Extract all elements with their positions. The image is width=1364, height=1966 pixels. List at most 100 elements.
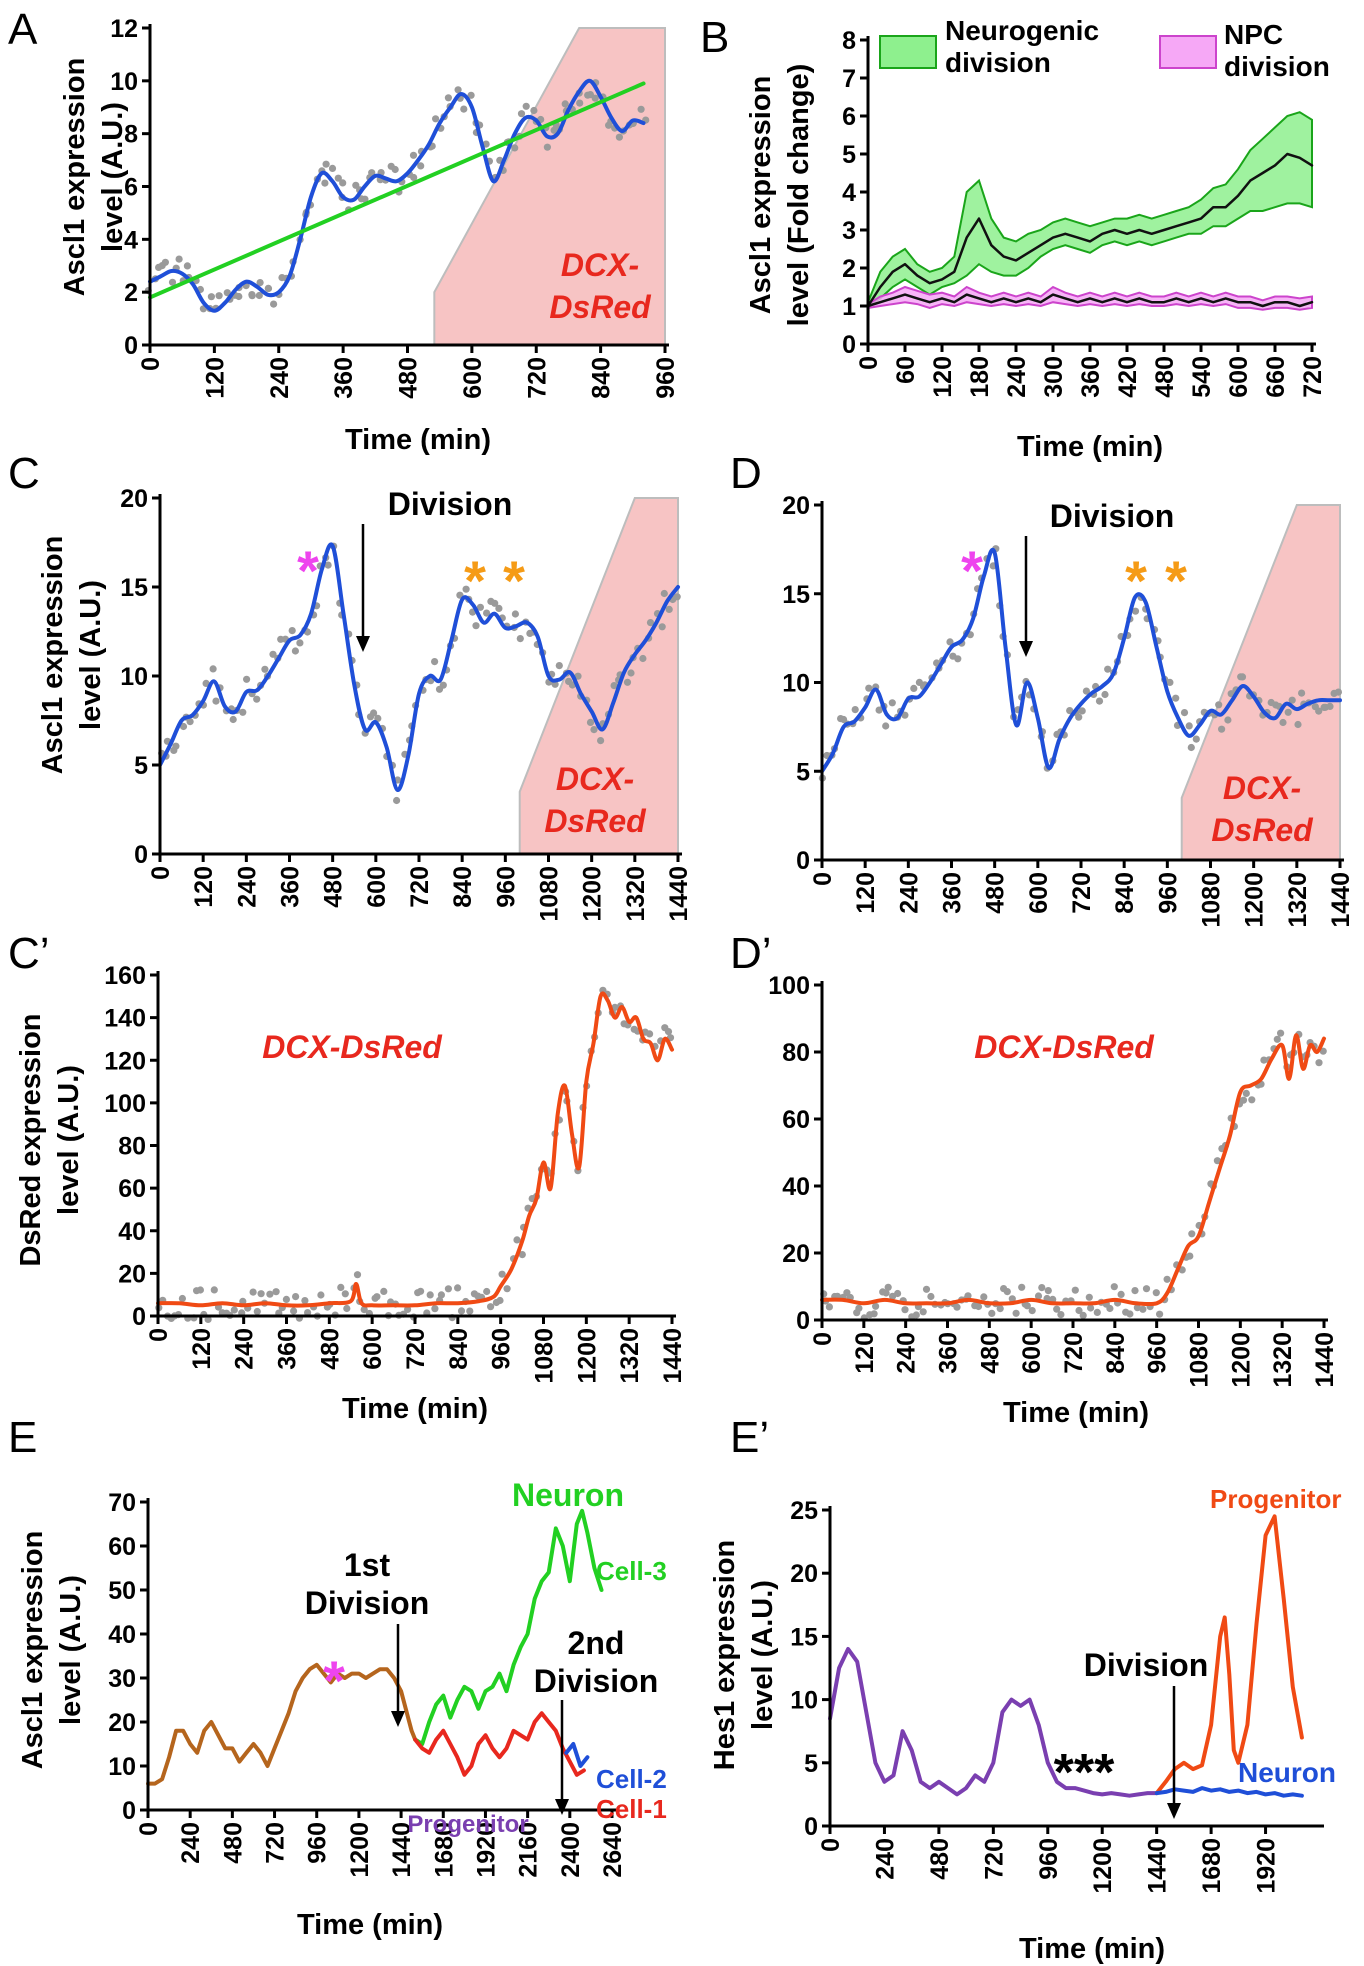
scatter-point: [229, 715, 237, 724]
division-label-c: Division: [388, 486, 512, 522]
xlabel-a: Time (min): [345, 424, 491, 456]
scatter-point: [172, 742, 180, 750]
scatter-point: [1044, 1287, 1052, 1295]
scatter-point: [1215, 701, 1223, 709]
y-tick-label: 60: [108, 1533, 136, 1561]
ylabel-c-2: level (A.U.): [75, 580, 107, 730]
panel-c: 0 5 10 15 20 0 120 240 360 480 600 720 840 960 1080 120…: [37, 485, 693, 922]
legend-swatch-npc: [1159, 35, 1217, 69]
division-label-d: Division: [1050, 498, 1174, 534]
scatter-point: [511, 610, 519, 618]
scatter-point: [1003, 1288, 1011, 1296]
scatter-point: [1023, 1302, 1031, 1310]
panel-label-d-prime: D’: [730, 929, 772, 978]
x-tick-label: 720: [1299, 356, 1327, 398]
scatter-point: [454, 86, 462, 94]
y-tick-label: 10: [782, 670, 810, 698]
scatter-point: [870, 1310, 878, 1318]
scatter-point: [825, 1303, 834, 1311]
scatter-point: [851, 706, 859, 714]
x-tick-label: 360: [1077, 356, 1105, 398]
orange-star-c-1: *: [464, 549, 486, 612]
scatter-point: [304, 1309, 312, 1317]
scatter-point: [256, 279, 264, 287]
scatter-point: [1218, 725, 1226, 733]
scatter-point: [391, 165, 399, 174]
x-tick-label: 1320: [616, 1328, 644, 1384]
scatter-point: [212, 697, 220, 705]
scatter-point: [483, 1287, 491, 1296]
panel-label-c-prime: C’: [8, 929, 50, 978]
scatter-point: [483, 609, 491, 617]
x-tick-label: 1080: [1198, 872, 1226, 928]
dcx-label-a-2: DsRed: [549, 289, 652, 325]
dcx-region-d: [1180, 504, 1341, 861]
scatter-point: [927, 1292, 935, 1301]
ylabel-a-1: Ascl1 expression: [59, 58, 91, 297]
scatter-point: [317, 1291, 325, 1299]
x-tick-label: 120: [190, 866, 218, 908]
x-tick-label: 360: [277, 866, 305, 908]
x-tick-label: 720: [1068, 872, 1096, 914]
scatter-point: [1095, 697, 1104, 705]
y-tick-label: 30: [108, 1665, 136, 1693]
scatter-point: [516, 635, 524, 643]
y-tick-label: 2: [842, 255, 856, 283]
x-tick-label: 420: [1114, 356, 1142, 398]
x-tick-label: 1680: [430, 1822, 458, 1878]
scatter-point: [353, 1271, 362, 1279]
scatter-point: [296, 639, 304, 647]
x-tick-label: 1320: [1269, 1332, 1297, 1388]
scatter-point: [910, 684, 918, 693]
scatter-point: [175, 255, 183, 263]
y-tick-label: 80: [782, 1039, 810, 1067]
y-tick-label: 5: [134, 752, 148, 780]
scatter-point: [988, 1309, 996, 1317]
y-tick-label: 5: [842, 141, 856, 169]
scatter-point: [1126, 1310, 1134, 1318]
panel-d: 0 5 10 15 20 0 120 240 360 480 600 720 840 960 1080 120…: [782, 492, 1355, 928]
second-division-label-2: Division: [534, 1663, 658, 1699]
scatter-point: [855, 1304, 863, 1312]
scatter-point: [894, 1289, 902, 1298]
x-tick-label: 240: [895, 872, 923, 914]
ylabel-e-prime-1: Hes1 expression: [709, 1540, 741, 1771]
x-tick-label: 1200: [1089, 1838, 1117, 1894]
scatter-point: [343, 1304, 351, 1313]
y-tick-label: 7: [842, 65, 856, 93]
series-line-shared: [146, 1662, 418, 1786]
y-tick-label: 3: [842, 217, 856, 245]
scatter-point: [168, 278, 177, 286]
panel-label-e: E: [8, 1413, 37, 1462]
series-line-smooth: [156, 991, 674, 1308]
y-tick-label: 20: [782, 492, 810, 520]
scatter-point: [207, 293, 215, 301]
scatter-point: [476, 603, 484, 611]
scatter-point: [324, 561, 332, 569]
axes-d: 0 5 10 15 20 0 120 240 360 480 600 720 840 960 1080 120…: [782, 492, 1355, 928]
scatter-point: [884, 1283, 892, 1291]
y-tick-label: 120: [104, 1047, 146, 1075]
x-tick-label: 1080: [536, 866, 564, 922]
scatter-point: [974, 1302, 983, 1311]
scatter-point: [882, 1289, 890, 1297]
dcx-label-c-2: DsRed: [544, 803, 647, 839]
progenitor-label-e-prime: Progenitor: [1210, 1484, 1341, 1514]
series-line-smooth: [158, 542, 680, 792]
scatter-point: [266, 1290, 274, 1298]
x-tick-label: 240: [177, 1822, 205, 1864]
x-tick-label: 480: [926, 1838, 954, 1880]
y-tick-label: 10: [790, 1687, 818, 1715]
xlabel-e-prime: Time (min): [1019, 1933, 1165, 1965]
scatter-point: [1093, 1308, 1101, 1316]
x-tick-label: 1200: [346, 1822, 374, 1878]
scatter-point: [328, 164, 337, 172]
scatter-point: [980, 1293, 988, 1301]
panel-label-a: A: [8, 5, 38, 54]
scatter-point: [431, 1305, 439, 1313]
scatter-point: [530, 106, 538, 115]
x-tick-label: 0: [135, 1822, 163, 1836]
